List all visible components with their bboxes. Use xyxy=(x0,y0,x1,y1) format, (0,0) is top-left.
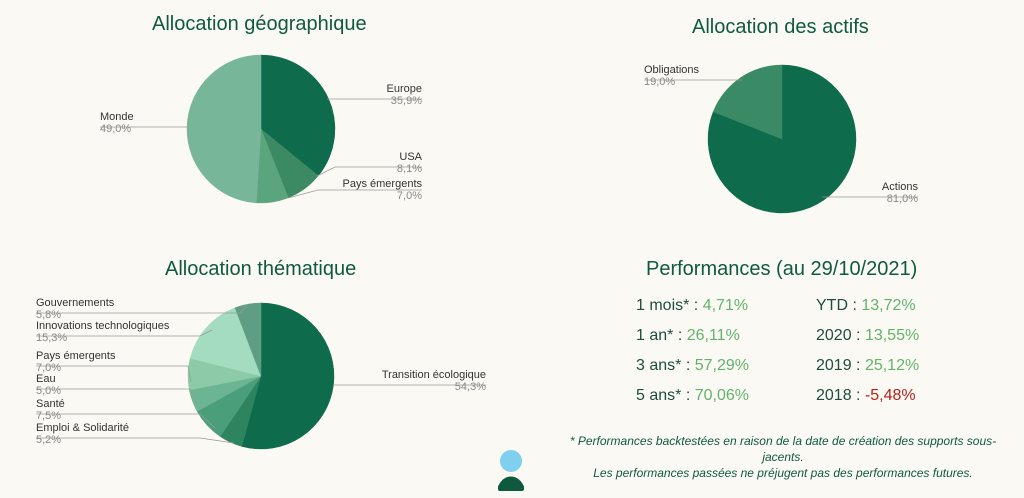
pie-0-label-europe: Europe xyxy=(387,83,422,95)
pie-2-slice-innovations-technologiques xyxy=(189,307,262,377)
perf-right-row-3: 2018 : -5,48% xyxy=(816,387,916,405)
pie-0-slice-monde xyxy=(186,54,262,204)
pie-0-label-usa: USA xyxy=(399,151,422,163)
pie-2-value-gouvernements: 5,8% xyxy=(36,309,61,321)
perf-value: 26,11% xyxy=(686,327,740,344)
pie-0-slice-europe xyxy=(260,54,336,177)
perf-label: 3 ans* xyxy=(636,357,682,374)
perf-left-row-3: 5 ans* : 70,06% xyxy=(636,387,749,405)
perf-right-row-0: YTD : 13,72% xyxy=(816,297,916,315)
pie-2-leader-sante xyxy=(36,413,216,429)
brand-logo-icon xyxy=(498,450,524,491)
performance-title: Performances (au 29/10/2021) xyxy=(646,258,918,280)
pie-1-value-actions: 81,0% xyxy=(887,193,918,205)
theme-chart-title: Allocation thématique xyxy=(165,258,357,280)
pie-2-label-pays-emergents: Pays émergents xyxy=(36,350,116,362)
pie-1-value-obligations: 19,0% xyxy=(644,76,675,88)
pie-2-value-pays-emergents: 7,0% xyxy=(36,362,61,374)
pie-0-leader-usa xyxy=(316,166,422,177)
pie-2-value-emploi-solidarite: 5,2% xyxy=(36,434,61,446)
pie-0-leader-pays-emergents xyxy=(287,189,422,199)
pie-0-value-pays-emergents: 7,0% xyxy=(397,190,422,202)
pie-2-label-sante: Santé xyxy=(36,398,65,410)
perf-left-row-2: 3 ans* : 57,29% xyxy=(636,357,749,375)
performance-footnote: * Performances backtestées en raison de … xyxy=(560,433,1006,481)
pie-0-value-europe: 35,9% xyxy=(391,95,422,107)
pie-2-leader-pays-emergents xyxy=(36,365,192,383)
pie-2-label-innovations-technologiques: Innovations technologiques xyxy=(36,320,170,332)
pie-2-leader-innovations-technologiques xyxy=(36,329,213,337)
perf-right-row-1: 2020 : 13,55% xyxy=(816,327,919,345)
pie-2-label-emploi-solidarite: Emploi & Solidarité xyxy=(36,422,129,434)
perf-value: 57,29% xyxy=(694,357,749,374)
pie-2-leader-emploi-solidarite xyxy=(36,437,235,444)
footnote-line-1: * Performances backtestées en raison de … xyxy=(569,434,997,464)
pie-2-slice-transition-ecologique xyxy=(241,302,335,450)
perf-value: 4,71% xyxy=(702,297,749,314)
pie-1-slice-actions xyxy=(707,64,857,214)
geo-chart-title: Allocation géographique xyxy=(152,13,367,35)
perf-separator: : xyxy=(851,387,865,404)
perf-value: -5,48% xyxy=(864,387,916,404)
assets-chart-title: Allocation des actifs xyxy=(692,16,869,38)
pie-2-leader-eau xyxy=(36,388,199,406)
perf-separator: : xyxy=(681,387,695,404)
pie-2-label-gouvernements: Gouvernements xyxy=(36,297,115,309)
pie-2-leader-gouvernements xyxy=(36,303,249,314)
pie-2-label-transition-ecologique: Transition écologique xyxy=(382,369,486,381)
perf-separator: : xyxy=(851,327,865,344)
perf-value: 13,72% xyxy=(861,297,916,314)
pie-0-label-monde: Monde xyxy=(100,111,134,123)
pie-2-value-innovations-technologiques: 15,3% xyxy=(36,332,67,344)
pie-0-value-usa: 8,1% xyxy=(397,163,422,175)
pie-0-label-pays-emergents: Pays émergents xyxy=(343,178,423,190)
pie-1-slice-obligations xyxy=(712,64,783,140)
perf-value: 25,12% xyxy=(864,357,920,374)
perf-label: 2019 xyxy=(816,357,852,374)
pie-2-value-transition-ecologique: 54,3% xyxy=(455,381,486,393)
pie-1-label-actions: Actions xyxy=(882,181,919,193)
perf-value: 13,55% xyxy=(864,327,920,344)
perf-right-row-2: 2019 : 25,12% xyxy=(816,357,919,375)
pie-2-value-eau: 5,0% xyxy=(36,385,61,397)
footnote-line-2: Les performances passées ne préjugent pa… xyxy=(593,466,973,480)
pie-0-value-monde: 49,0% xyxy=(100,123,131,135)
perf-label: 2018 xyxy=(816,387,852,404)
pie-2-value-sante: 7,5% xyxy=(36,410,61,422)
perf-label: 1 an* xyxy=(636,327,674,344)
perf-value: 70,06% xyxy=(694,387,749,404)
perf-separator: : xyxy=(681,357,695,374)
pie-2-label-eau: Eau xyxy=(36,373,56,385)
perf-left-row-1: 1 an* : 26,11% xyxy=(636,327,740,345)
perf-separator: : xyxy=(689,297,703,314)
perf-separator: : xyxy=(851,357,865,374)
perf-label: 2020 xyxy=(816,327,852,344)
perf-label: 1 mois* xyxy=(636,297,690,314)
perf-separator: : xyxy=(848,297,862,314)
perf-left-row-0: 1 mois* : 4,71% xyxy=(636,297,748,315)
perf-separator: : xyxy=(673,327,687,344)
perf-label: 5 ans* xyxy=(636,387,682,404)
perf-label: YTD xyxy=(816,297,848,314)
pie-1-label-obligations: Obligations xyxy=(644,64,700,76)
